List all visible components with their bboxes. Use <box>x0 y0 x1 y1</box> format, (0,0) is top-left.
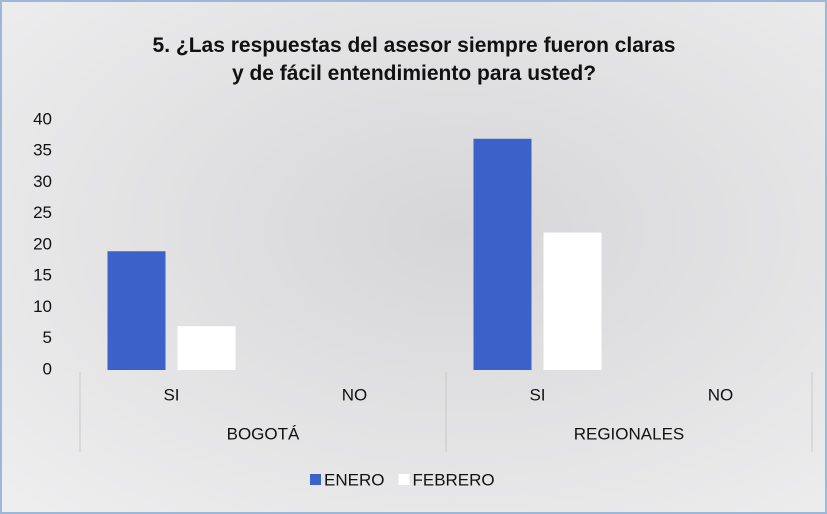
y-tick-label: 40 <box>33 109 52 128</box>
y-tick-label: 5 <box>43 328 52 347</box>
x-tick-label: NO <box>342 385 368 404</box>
legend-swatch <box>398 474 410 485</box>
x-tick-label: SI <box>529 385 545 404</box>
bar <box>177 326 236 370</box>
y-tick-label: 25 <box>33 203 52 222</box>
chart-title: 5. ¿Las respuestas del asesor siempre fu… <box>153 34 676 85</box>
x-tick-label: NO <box>708 385 734 404</box>
legend-label: ENERO <box>324 470 384 489</box>
legend-swatch <box>310 474 321 485</box>
legend-label: FEBRERO <box>412 470 494 489</box>
bar <box>473 138 532 370</box>
group-label: BOGOTÁ <box>227 424 300 443</box>
y-tick-label: 30 <box>33 172 52 191</box>
bar <box>107 251 166 370</box>
chart-title-line: 5. ¿Las respuestas del asesor siempre fu… <box>153 34 676 57</box>
bar <box>543 232 602 370</box>
y-tick-label: 20 <box>33 234 52 253</box>
y-tick-label: 10 <box>33 297 52 316</box>
y-tick-label: 15 <box>33 266 52 285</box>
x-tick-label: SI <box>163 385 179 404</box>
chart-title-line: y de fácil entendimiento para usted? <box>232 62 596 85</box>
y-tick-label: 35 <box>33 141 52 160</box>
y-tick-label: 0 <box>43 359 52 378</box>
group-label: REGIONALES <box>574 424 685 443</box>
